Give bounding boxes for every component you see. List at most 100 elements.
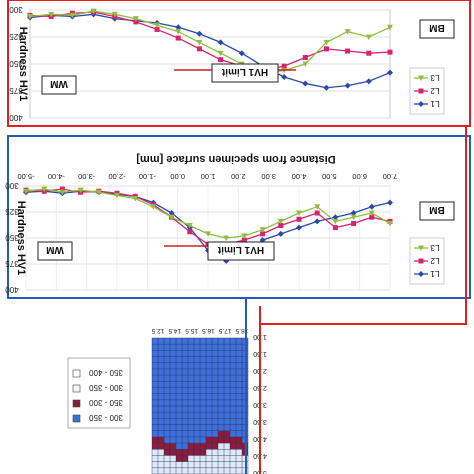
- heatmap-cell: [182, 362, 188, 369]
- heatmap-cell: [170, 368, 176, 376]
- chart2-limit-box: HV1 Limit: [207, 241, 275, 261]
- legend-label-l2: L2: [430, 256, 440, 266]
- heatmap-cell: [188, 338, 194, 345]
- legend-marker: [418, 88, 424, 94]
- heatmap-cell: [164, 430, 170, 437]
- heatmap-cell: [164, 424, 170, 431]
- heatmap-cell: [224, 436, 230, 444]
- series-l3-point: [344, 29, 351, 35]
- heatmap-cell: [176, 368, 182, 376]
- heatmap-cell: [212, 338, 218, 345]
- heatmap-cell: [218, 418, 224, 425]
- legend-marker: [418, 245, 424, 251]
- heatmap-cell: [230, 362, 236, 369]
- heatmap-cell: [158, 375, 164, 382]
- heatmap-cell: [182, 399, 188, 406]
- series-l1-point: [350, 210, 357, 217]
- heatmap-cell: [170, 393, 176, 400]
- heatmap-cell: [194, 418, 200, 425]
- x-tick-label: -4.00: [48, 172, 65, 181]
- chart1-wm-label: WM: [50, 78, 68, 89]
- x-tick-label: 2.00: [231, 172, 246, 181]
- heatmap-cell: [158, 344, 164, 351]
- heatmap-cell: [170, 455, 176, 462]
- heatmap-cell: [236, 443, 242, 450]
- heatmap-cell: [176, 381, 182, 388]
- heatmap-cell: [170, 430, 176, 437]
- series-l2-point: [278, 223, 284, 229]
- heatmap-cell: [224, 424, 230, 431]
- series-l2-point: [369, 214, 375, 220]
- heatmap-cell: [170, 467, 176, 474]
- heatmap-cell: [206, 393, 212, 400]
- heatmap-cell: [236, 399, 242, 406]
- hardness-chart-1: 400 375 350 325 300 Hardness HV1 HV1 Limit W…: [7, 0, 471, 127]
- heatmap-cell: [152, 449, 158, 456]
- heatmap-cell: [164, 362, 170, 369]
- series-l3-point: [259, 227, 266, 233]
- heatmap-cell: [188, 350, 194, 357]
- heatmap-cell: [224, 387, 230, 394]
- y-tick-label: 375: [9, 86, 23, 95]
- heatmap-cell: [152, 356, 158, 363]
- heatmap-cell: [212, 430, 218, 437]
- heatmap-cell: [206, 461, 212, 468]
- chart1-bm-label: BM: [429, 22, 445, 33]
- heatmap-cell: [200, 375, 206, 382]
- series-l2-point: [281, 63, 287, 69]
- series-l3-point: [114, 192, 120, 199]
- chart1-grid: [30, 9, 390, 119]
- heatmap-cell: [224, 381, 230, 388]
- heatmap-cell: [206, 387, 212, 394]
- series-l3-point: [41, 186, 48, 193]
- heatmap-cell: [212, 362, 218, 369]
- heatmap-cell: [230, 430, 236, 437]
- series-l3-point: [132, 195, 139, 202]
- heatmap-cell: [218, 344, 224, 351]
- heatmap-cell: [230, 381, 236, 388]
- heatmap-cell: [224, 368, 230, 376]
- heatmap-cell: [188, 344, 194, 351]
- heatmap-cell: [176, 375, 182, 382]
- heatmap-cell: [206, 350, 212, 357]
- heatmap-cell: [152, 338, 158, 345]
- heatmap-cell: [164, 412, 170, 419]
- heatmap-cell: [164, 443, 170, 450]
- series-l2-point: [59, 186, 65, 192]
- x-tick-label: -1.00: [139, 172, 156, 181]
- heatmap-cell: [176, 387, 182, 394]
- heatmap-cell: [236, 418, 242, 425]
- legend-marker: [418, 75, 424, 81]
- heatmap-cell: [194, 350, 200, 357]
- heatmap-cell: [182, 344, 188, 351]
- series-l2-point: [351, 220, 357, 226]
- heatmap-cell: [152, 424, 158, 431]
- series-l1-point: [296, 224, 302, 231]
- y-tick-label: 300: [5, 181, 19, 190]
- heatmap-cell: [188, 455, 194, 462]
- heatmap-cell: [194, 381, 200, 388]
- heatmap-cell: [164, 350, 170, 357]
- series-l3-point: [350, 214, 357, 221]
- heatmap-cell: [152, 350, 158, 357]
- series-l3-point: [387, 220, 393, 227]
- heatmap-cell: [230, 368, 236, 376]
- heatmap-cell: [188, 368, 194, 376]
- heatmap-cell: [158, 406, 164, 413]
- series-l2-point: [196, 46, 202, 52]
- heatmap-cell: [170, 418, 176, 425]
- heatmap-cell: [194, 399, 200, 406]
- series-l1-point: [175, 24, 182, 31]
- series-l2-point: [302, 55, 308, 61]
- heatmap-cell: [194, 436, 200, 444]
- series-l3-point: [296, 210, 302, 217]
- heatmap-cell: [206, 338, 212, 345]
- heatmap-cell: [170, 449, 176, 456]
- heatmap-cell: [230, 449, 236, 456]
- heatmap-cell: [224, 399, 230, 406]
- series-l2-point: [133, 19, 139, 25]
- heatmap-cell: [182, 418, 188, 425]
- heatmap-cell: [176, 418, 182, 425]
- heatmap-cell: [218, 375, 224, 382]
- heatmap-cell: [188, 375, 194, 382]
